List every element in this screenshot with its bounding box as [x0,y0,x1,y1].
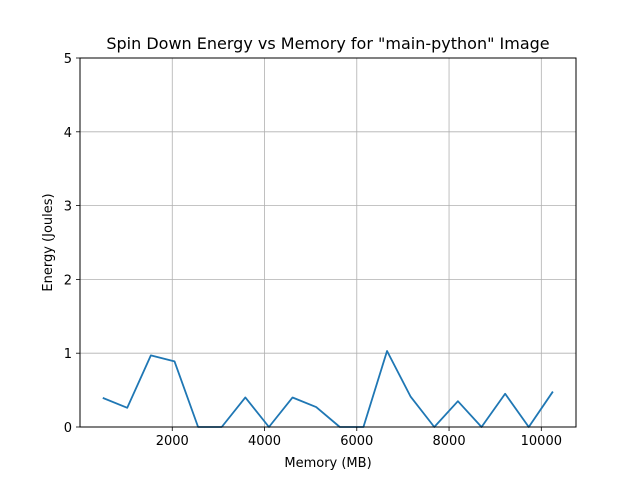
x-tick-label: 6000 [340,434,373,449]
y-tick-label: 4 [64,126,72,141]
axis-ticks: 2000 4000 6000 8000 10000 0 1 2 3 4 5 [64,52,562,449]
chart-title: Spin Down Energy vs Memory for "main-pyt… [106,34,549,53]
series-line [102,350,554,428]
y-tick-label: 0 [64,421,72,436]
x-tick-label: 2000 [156,434,189,449]
y-tick-label: 3 [64,200,72,215]
x-axis-label: Memory (MB) [284,456,371,471]
series-lines [102,350,554,428]
y-tick-label: 5 [64,52,72,67]
grid-lines [80,57,576,428]
y-tick-label: 1 [64,347,72,362]
y-axis-label: Energy (Joules) [41,193,56,291]
x-tick-label: 10000 [521,434,562,449]
x-tick-label: 4000 [248,434,281,449]
plot-area-frame [79,57,577,428]
y-tick-label: 2 [64,273,72,288]
x-tick-label: 8000 [433,434,466,449]
